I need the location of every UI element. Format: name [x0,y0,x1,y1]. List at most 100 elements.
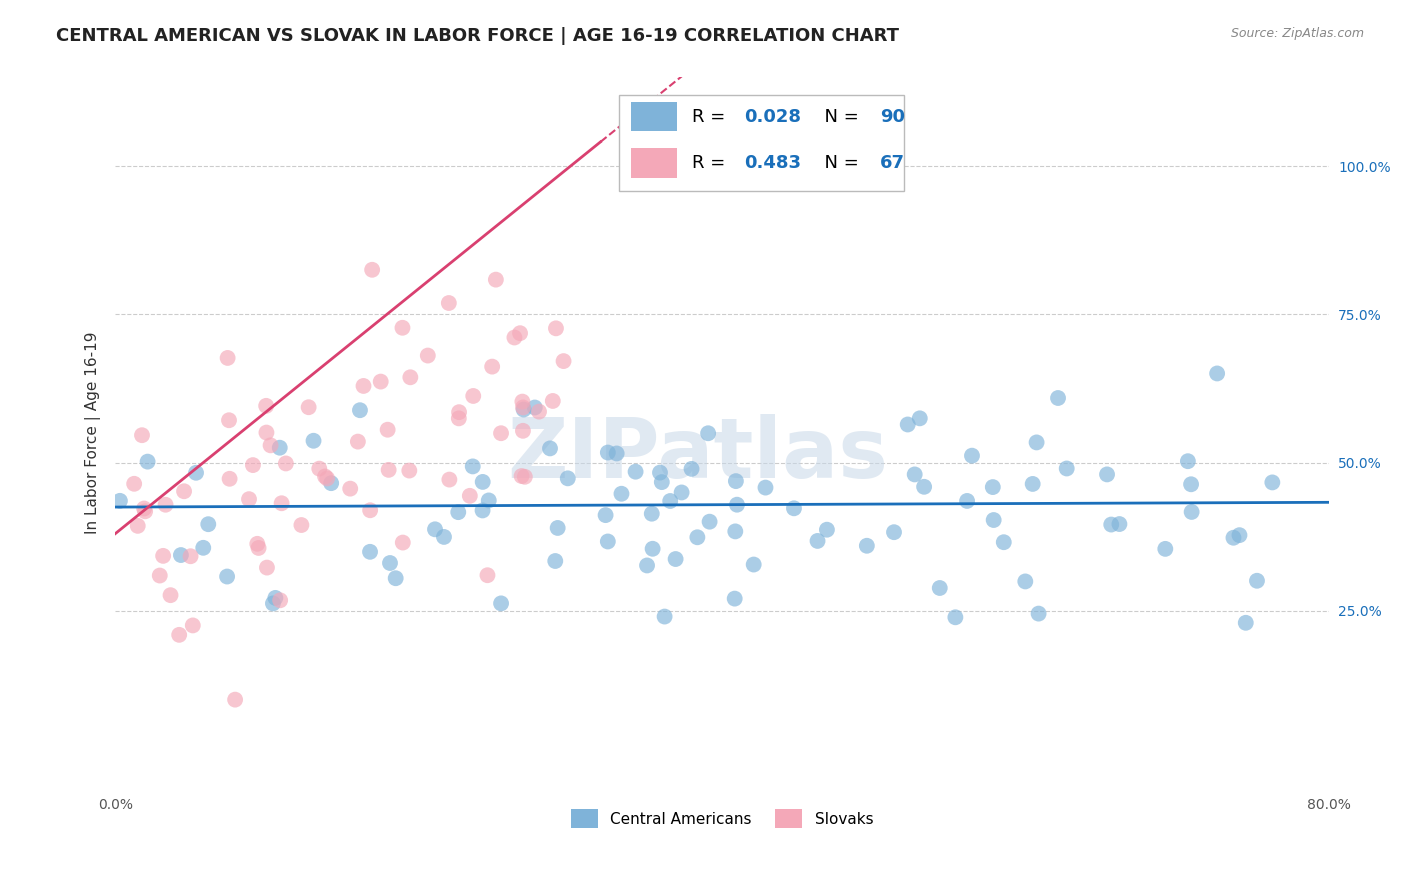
Text: CENTRAL AMERICAN VS SLOVAK IN LABOR FORCE | AGE 16-19 CORRELATION CHART: CENTRAL AMERICAN VS SLOVAK IN LABOR FORC… [56,27,900,45]
Point [697,426,720,441]
Point [1180,477,1202,491]
Point [433,530,456,544]
Point [553,354,575,368]
Point [742,558,765,572]
Point [217,569,239,583]
Point [624,465,647,479]
Point [1246,574,1268,588]
Point [724,591,747,606]
Point [806,533,828,548]
Point [541,394,564,409]
Point [259,438,281,452]
Point [132,501,155,516]
Point [423,522,446,536]
Point [1056,461,1078,475]
Point [904,467,927,482]
Point [512,401,534,415]
Point [981,480,1004,494]
Point [108,493,131,508]
Point [218,472,240,486]
Point [686,530,709,544]
Point [349,403,371,417]
Point [197,517,219,532]
Point [180,549,202,564]
Point [557,471,579,485]
Point [463,389,485,403]
Point [247,541,270,555]
Point [159,588,181,602]
Y-axis label: In Labor Force | Age 16-19: In Labor Force | Age 16-19 [86,332,101,534]
Point [651,475,673,489]
Point [509,326,531,341]
Point [503,330,526,344]
Point [384,571,406,585]
Point [377,463,399,477]
Point [437,296,460,310]
Point [316,471,339,485]
Point [544,321,567,335]
Point [671,485,693,500]
Point [193,541,215,555]
Point [361,262,384,277]
Point [370,375,392,389]
Text: Source: ZipAtlas.com: Source: ZipAtlas.com [1230,27,1364,40]
Point [447,411,470,425]
Point [648,466,671,480]
Point [391,320,413,334]
Point [489,426,512,441]
Point [269,441,291,455]
Point [264,591,287,605]
Point [956,494,979,508]
Point [218,413,240,427]
Point [538,442,561,456]
Point [353,379,375,393]
Point [1234,615,1257,630]
Point [1261,475,1284,490]
Point [269,593,291,607]
Point [262,596,284,610]
Point [1014,574,1036,589]
Point [596,534,619,549]
Point [943,610,966,624]
Point [993,535,1015,549]
Point [1025,435,1047,450]
Point [489,596,512,610]
Point [447,505,470,519]
Point [1154,541,1177,556]
Point [641,541,664,556]
Point [512,424,534,438]
Point [1021,477,1043,491]
Text: ZIPatlas: ZIPatlas [508,414,889,495]
Point [725,498,748,512]
Point [1108,516,1130,531]
Point [314,469,336,483]
Point [217,351,239,365]
Point [391,535,413,549]
Point [1028,607,1050,621]
Text: N =: N = [813,153,865,172]
Point [1177,454,1199,468]
Point [398,464,420,478]
Point [596,445,619,459]
Text: R =: R = [692,108,731,126]
Point [167,628,190,642]
Point [928,581,950,595]
Point [783,501,806,516]
Point [131,428,153,442]
Point [481,359,503,374]
Point [136,455,159,469]
Point [897,417,920,432]
Point [458,489,481,503]
Point [477,568,499,582]
Text: 67: 67 [880,153,904,172]
Point [659,494,682,508]
Point [270,496,292,510]
Point [654,609,676,624]
Point [461,459,484,474]
Point [699,515,721,529]
Point [122,476,145,491]
Point [152,549,174,563]
Point [595,508,617,522]
Point [246,537,269,551]
Point [983,513,1005,527]
